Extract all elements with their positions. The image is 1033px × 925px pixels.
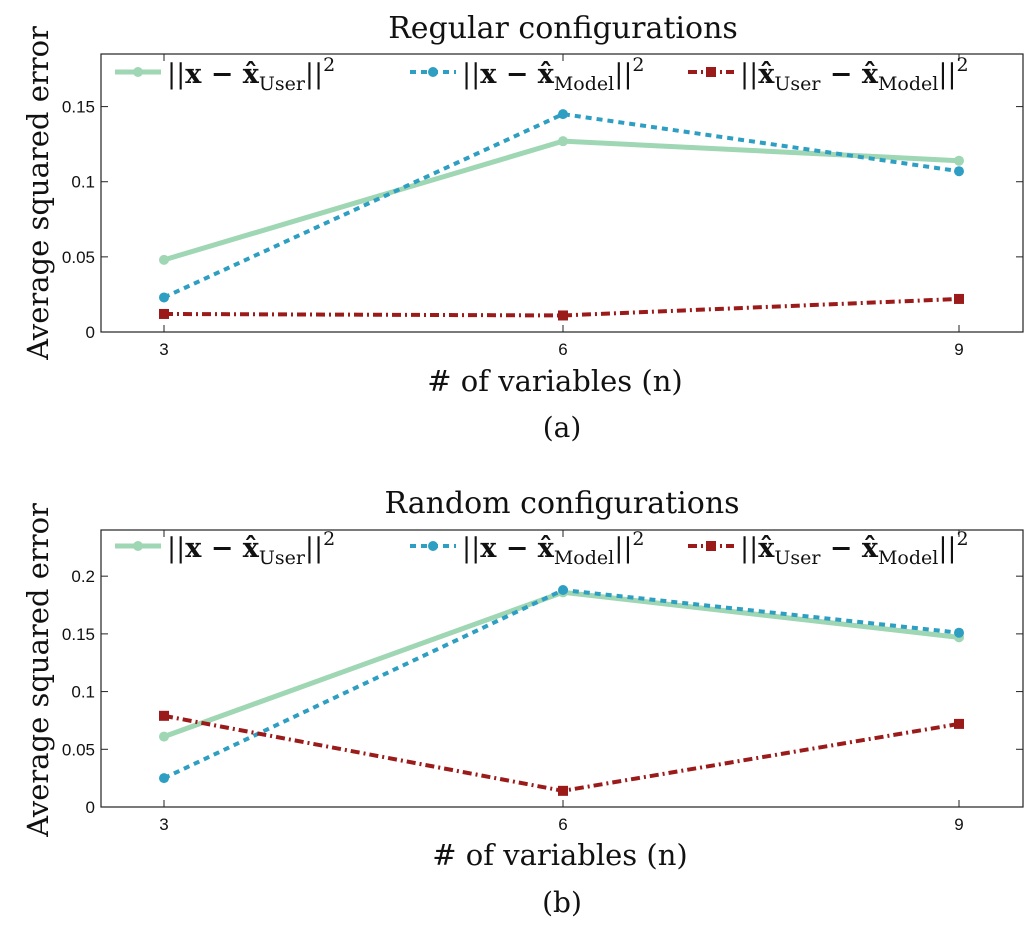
series-line-3 bbox=[163, 713, 960, 793]
y-tick-label: 0.15 bbox=[62, 625, 95, 644]
data-point bbox=[954, 293, 964, 304]
x-axis-label: # of variables (n) bbox=[432, 838, 687, 872]
y-tick-label: 0 bbox=[86, 323, 95, 342]
data-point bbox=[558, 109, 568, 120]
x-tick-label: 6 bbox=[558, 815, 567, 834]
y-tick-label: 0.05 bbox=[62, 740, 95, 759]
x-axis-label: # of variables (n) bbox=[427, 364, 682, 398]
data-point bbox=[954, 718, 964, 729]
y-axis-label: Average squared error bbox=[21, 503, 55, 838]
series-group bbox=[159, 109, 964, 321]
legend-item-1: ||x − x̂User||2 bbox=[115, 528, 335, 569]
legend-swatch-marker bbox=[706, 541, 716, 551]
panel-regular-configurations: Regular configurations 0 0.05 0.1 0.15 3 6 9 |… bbox=[21, 11, 1024, 444]
data-point bbox=[159, 308, 169, 319]
y-tick-label: 0.15 bbox=[62, 98, 95, 117]
ticks-group: 0 0.05 0.1 0.15 3 6 9 bbox=[62, 54, 1023, 359]
y-tick-label: 0.2 bbox=[71, 567, 95, 586]
data-point bbox=[159, 773, 169, 784]
data-point bbox=[558, 136, 568, 147]
x-tick-label: 9 bbox=[954, 815, 963, 834]
data-point bbox=[558, 585, 568, 596]
ticks-group: 0 0.05 0.1 0.15 0.2 3 6 9 bbox=[62, 530, 1023, 834]
panel-caption: (b) bbox=[542, 886, 582, 919]
legend-swatch-marker bbox=[706, 67, 716, 77]
legend-item-1: ||x − x̂User||2 bbox=[115, 54, 335, 95]
legend-item-3: ||x̂User − x̂Model||2 bbox=[688, 528, 969, 569]
y-tick-label: 0.1 bbox=[71, 683, 95, 702]
legend-label: ||x̂User − x̂Model||2 bbox=[740, 528, 969, 569]
y-tick-label: 0.1 bbox=[71, 173, 95, 192]
legend-label: ||x − x̂User||2 bbox=[167, 54, 335, 95]
x-tick-label: 3 bbox=[159, 815, 168, 834]
panel-caption: (a) bbox=[543, 411, 582, 444]
legend-item-3: ||x̂User − x̂Model||2 bbox=[688, 54, 969, 95]
series-line-1 bbox=[163, 589, 960, 739]
data-point bbox=[558, 310, 568, 321]
panel-random-configurations: Random configurations 0 0.05 0.1 0.15 0.2 3 6 9… bbox=[21, 486, 1024, 919]
series-line-2 bbox=[163, 587, 960, 780]
data-point bbox=[159, 254, 169, 265]
data-point bbox=[954, 166, 964, 177]
plot-frame bbox=[100, 53, 1024, 333]
y-axis-label: Average squared error bbox=[21, 26, 55, 361]
legend-item-2: ||x − x̂Model||2 bbox=[410, 528, 645, 569]
data-point bbox=[954, 627, 964, 638]
plot-frame bbox=[100, 529, 1024, 808]
y-tick-label: 0 bbox=[86, 798, 95, 817]
legend-swatch-marker bbox=[428, 67, 438, 77]
legend-swatch-marker bbox=[133, 541, 143, 551]
legend-label: ||x − x̂Model||2 bbox=[462, 54, 645, 95]
data-point bbox=[159, 731, 169, 742]
series-line-2 bbox=[163, 112, 960, 300]
legend-label: ||x̂User − x̂Model||2 bbox=[740, 54, 969, 95]
data-point bbox=[558, 785, 568, 796]
legend: ||x − x̂User||2 ||x − x̂Model||2 ||x̂User … bbox=[115, 528, 969, 569]
series-line-1 bbox=[163, 138, 960, 263]
x-tick-label: 9 bbox=[954, 340, 963, 359]
legend-swatch-marker bbox=[428, 541, 438, 551]
legend-item-2: ||x − x̂Model||2 bbox=[410, 54, 645, 95]
data-point bbox=[954, 155, 964, 166]
y-tick-label: 0.05 bbox=[62, 248, 95, 267]
legend-swatch-marker bbox=[133, 67, 143, 77]
legend: ||x − x̂User||2 ||x − x̂Model||2 ||x̂User … bbox=[115, 54, 969, 95]
chart-title: Random configurations bbox=[384, 486, 739, 521]
legend-label: ||x − x̂Model||2 bbox=[462, 528, 645, 569]
series-group bbox=[159, 585, 964, 796]
legend-label: ||x − x̂User||2 bbox=[167, 528, 335, 569]
x-tick-label: 6 bbox=[558, 340, 567, 359]
data-point bbox=[159, 292, 169, 303]
chart-title: Regular configurations bbox=[388, 11, 738, 46]
data-point bbox=[159, 710, 169, 721]
x-tick-label: 3 bbox=[159, 340, 168, 359]
